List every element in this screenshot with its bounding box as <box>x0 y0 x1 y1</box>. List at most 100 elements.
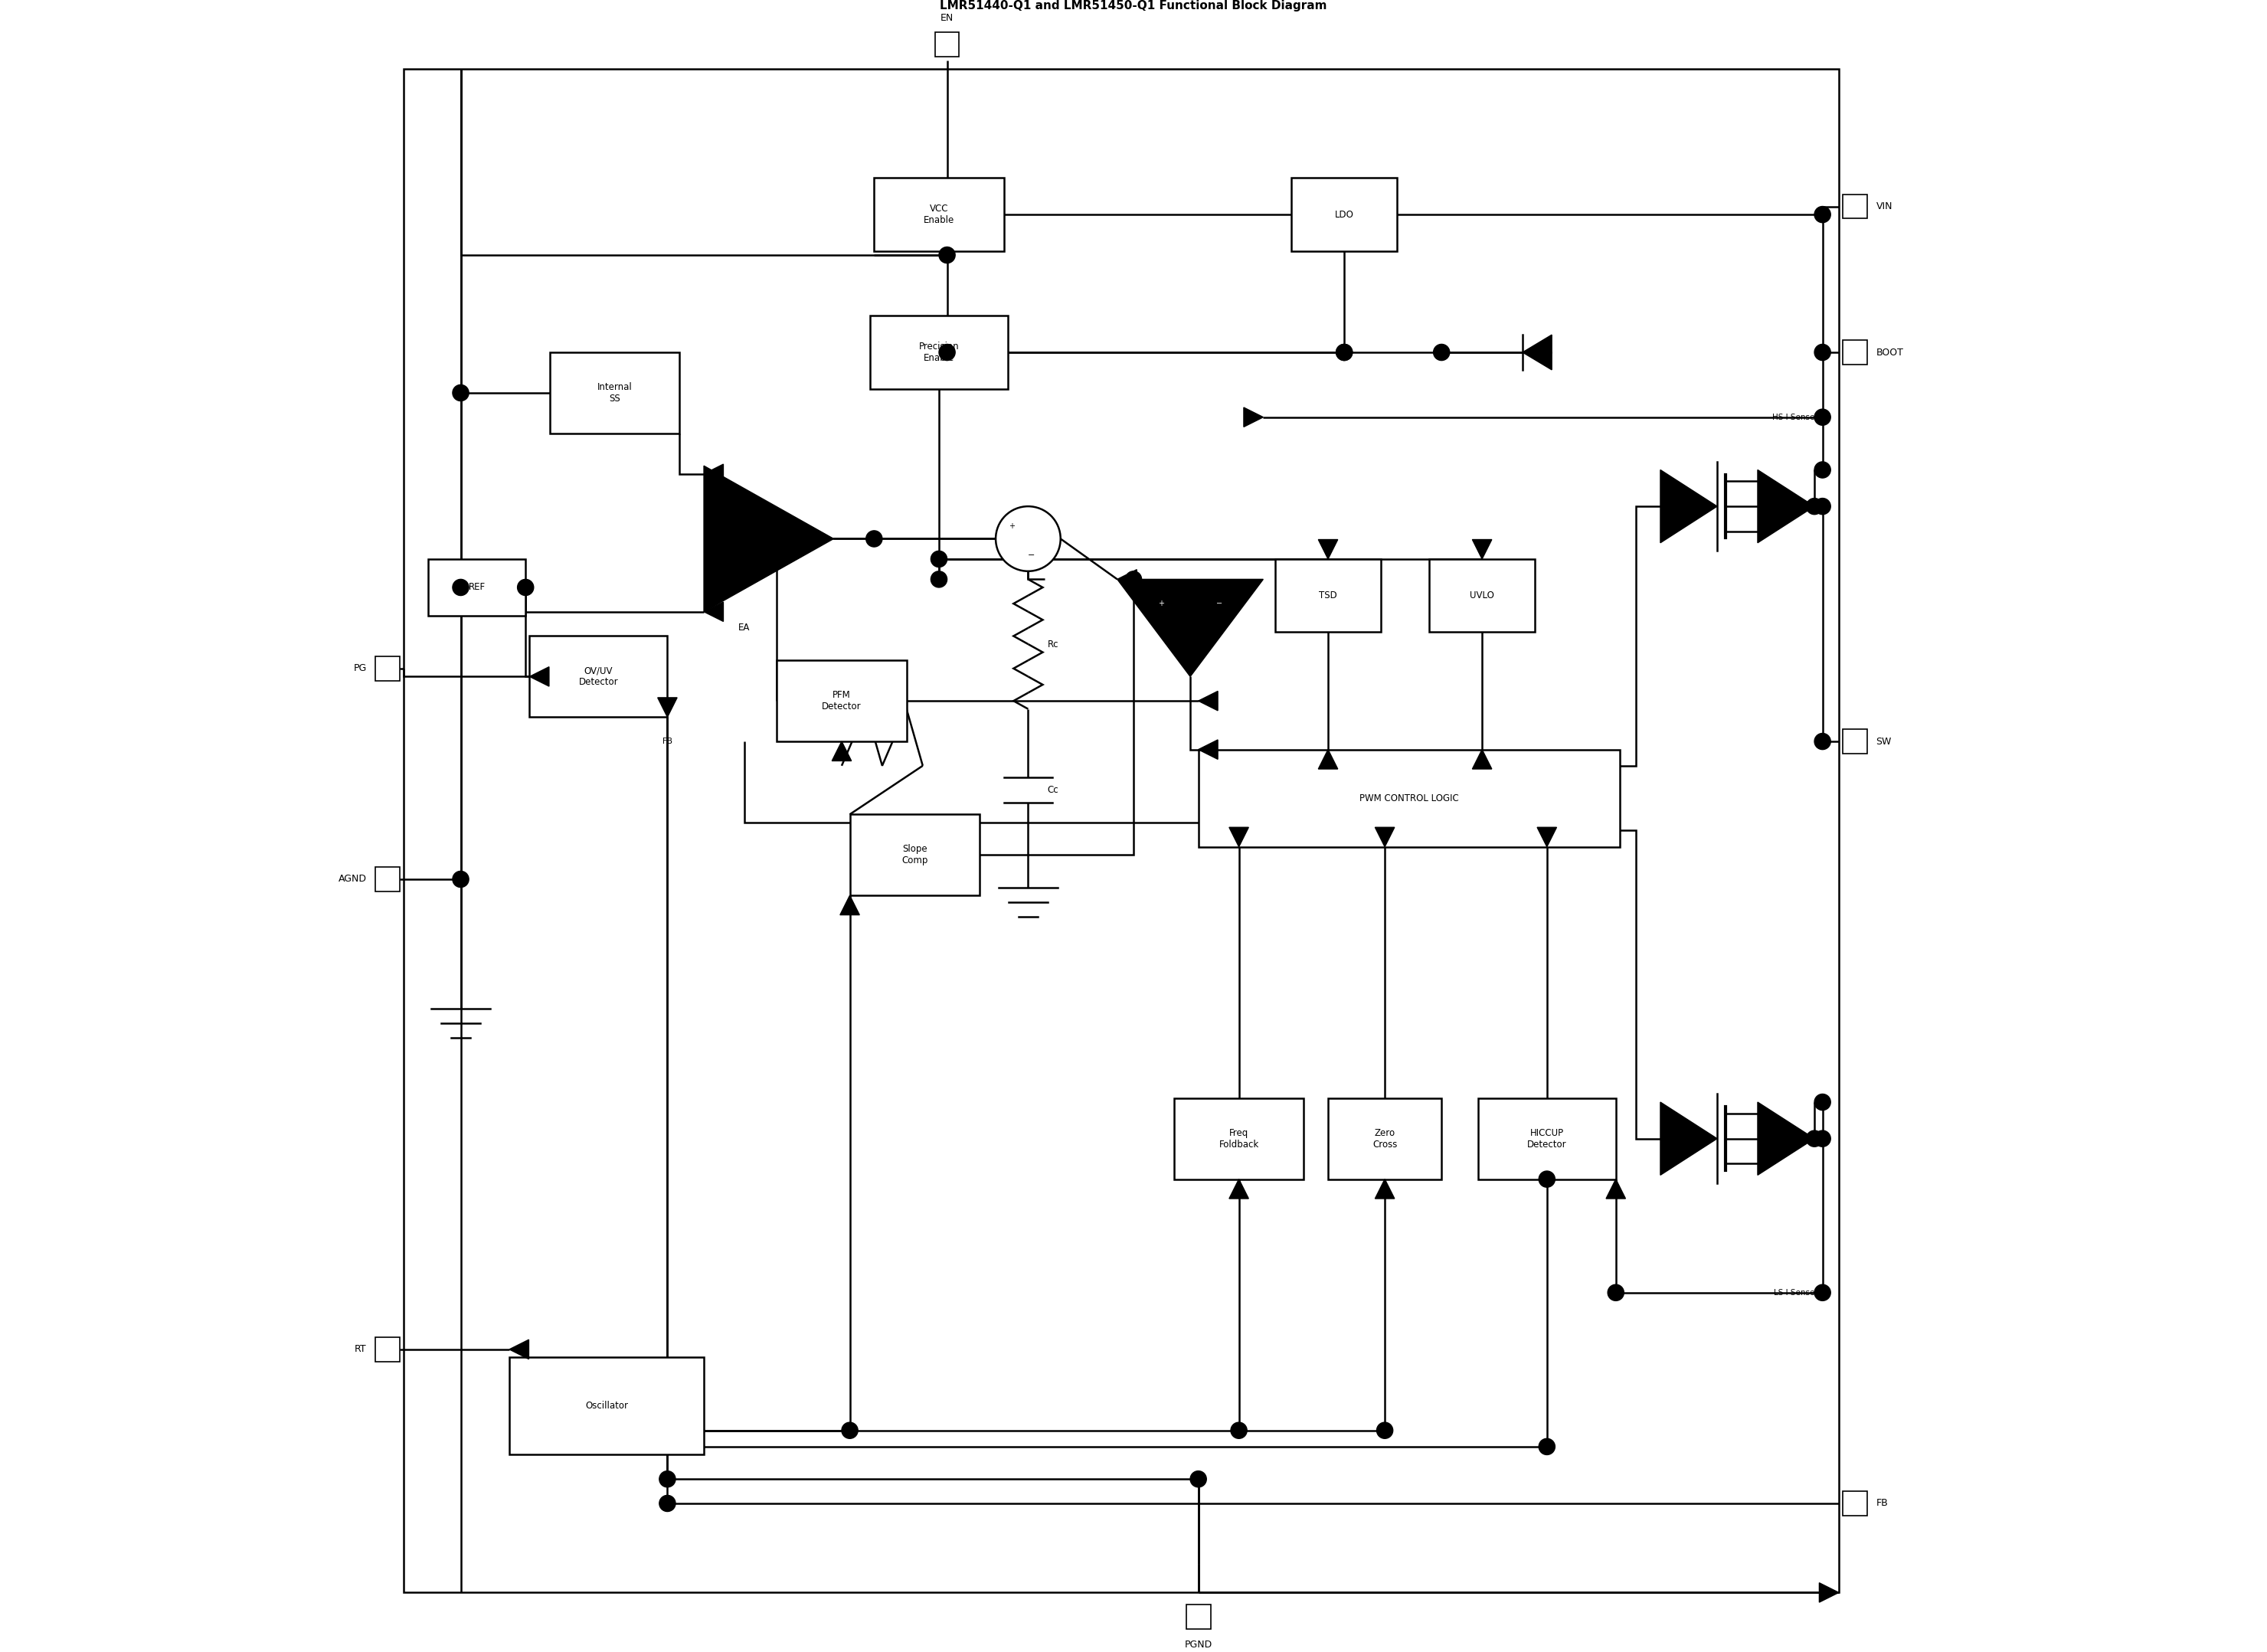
Text: FB: FB <box>662 737 673 745</box>
Text: SW: SW <box>1877 737 1891 747</box>
FancyBboxPatch shape <box>404 69 1839 1593</box>
FancyBboxPatch shape <box>934 31 959 56</box>
Polygon shape <box>1471 540 1492 558</box>
Text: TSD: TSD <box>1319 590 1338 600</box>
FancyBboxPatch shape <box>1292 178 1396 251</box>
Polygon shape <box>1376 828 1394 847</box>
Circle shape <box>1607 1285 1623 1300</box>
Polygon shape <box>703 464 723 484</box>
Text: LMR51440-Q1 and LMR51450-Q1 Functional Block Diagram: LMR51440-Q1 and LMR51450-Q1 Functional B… <box>941 0 1326 12</box>
Text: FB: FB <box>1877 1498 1888 1508</box>
Circle shape <box>1814 733 1832 750</box>
Circle shape <box>1539 1171 1555 1188</box>
Polygon shape <box>1659 1128 1680 1148</box>
Polygon shape <box>1319 750 1338 768</box>
Polygon shape <box>1659 1102 1716 1175</box>
FancyBboxPatch shape <box>1430 558 1535 633</box>
FancyBboxPatch shape <box>778 661 907 742</box>
Text: PGND: PGND <box>1183 1639 1213 1650</box>
Polygon shape <box>1319 540 1338 558</box>
Text: −: − <box>1027 552 1036 558</box>
FancyBboxPatch shape <box>875 178 1004 251</box>
Text: PG: PG <box>354 664 367 674</box>
FancyBboxPatch shape <box>850 814 979 895</box>
FancyBboxPatch shape <box>1186 1604 1211 1629</box>
FancyBboxPatch shape <box>510 1358 703 1455</box>
FancyBboxPatch shape <box>376 867 399 892</box>
Circle shape <box>932 550 948 567</box>
Circle shape <box>453 871 469 887</box>
Text: Rc: Rc <box>1047 639 1059 649</box>
Polygon shape <box>1229 1180 1249 1199</box>
Circle shape <box>1807 499 1823 514</box>
Text: Zero
Cross: Zero Cross <box>1372 1128 1396 1150</box>
Polygon shape <box>1199 691 1217 710</box>
FancyBboxPatch shape <box>376 1336 399 1361</box>
Circle shape <box>939 344 954 360</box>
Text: OV/UV
Detector: OV/UV Detector <box>578 666 619 687</box>
FancyBboxPatch shape <box>551 352 680 433</box>
Circle shape <box>1814 463 1832 477</box>
Polygon shape <box>1605 1180 1625 1199</box>
Text: Freq
Foldback: Freq Foldback <box>1220 1128 1258 1150</box>
Polygon shape <box>1757 469 1814 544</box>
Text: PFM
Detector: PFM Detector <box>823 691 861 712</box>
Circle shape <box>1814 206 1832 223</box>
Text: AGND: AGND <box>338 874 367 884</box>
Text: Oscillator: Oscillator <box>585 1401 628 1411</box>
Text: −: − <box>1217 600 1222 608</box>
Text: Cc: Cc <box>1047 785 1059 795</box>
Polygon shape <box>703 601 723 621</box>
Text: LDO: LDO <box>1335 210 1353 220</box>
Polygon shape <box>1471 750 1492 768</box>
Text: +: + <box>1158 600 1165 608</box>
Circle shape <box>1335 344 1353 360</box>
Text: BOOT: BOOT <box>1877 347 1904 357</box>
Polygon shape <box>1229 828 1249 847</box>
Polygon shape <box>1523 335 1553 370</box>
Circle shape <box>1124 572 1143 588</box>
Text: PWM CONTROL LOGIC: PWM CONTROL LOGIC <box>1360 793 1458 803</box>
Text: Internal
SS: Internal SS <box>596 382 632 403</box>
Polygon shape <box>657 697 678 717</box>
Polygon shape <box>832 742 852 762</box>
Polygon shape <box>1820 1583 1839 1602</box>
Polygon shape <box>1376 1180 1394 1199</box>
Circle shape <box>841 1422 857 1439</box>
Circle shape <box>1335 344 1353 360</box>
Circle shape <box>1814 1130 1832 1146</box>
Text: EA: EA <box>739 623 750 633</box>
Polygon shape <box>510 1340 528 1360</box>
Circle shape <box>1807 1130 1823 1146</box>
Polygon shape <box>703 466 834 611</box>
Circle shape <box>1433 344 1449 360</box>
Circle shape <box>1814 410 1832 425</box>
FancyBboxPatch shape <box>1276 558 1381 633</box>
Text: VCC
Enable: VCC Enable <box>923 203 954 225</box>
Polygon shape <box>841 895 859 915</box>
Circle shape <box>660 1470 676 1487</box>
Circle shape <box>660 1495 676 1512</box>
FancyBboxPatch shape <box>530 636 666 717</box>
Polygon shape <box>1659 497 1680 515</box>
Circle shape <box>453 385 469 401</box>
FancyBboxPatch shape <box>376 656 399 681</box>
Circle shape <box>453 580 469 595</box>
FancyBboxPatch shape <box>428 558 526 616</box>
Circle shape <box>769 530 784 547</box>
Text: HICCUP
Detector: HICCUP Detector <box>1528 1128 1566 1150</box>
FancyBboxPatch shape <box>1843 195 1868 218</box>
Text: HS I Sense: HS I Sense <box>1773 413 1814 421</box>
FancyBboxPatch shape <box>1328 1099 1442 1180</box>
Text: EN: EN <box>941 13 954 23</box>
Circle shape <box>1814 1094 1832 1110</box>
Polygon shape <box>1118 580 1263 677</box>
Text: VIN: VIN <box>1877 202 1893 211</box>
Polygon shape <box>1537 828 1557 847</box>
Circle shape <box>932 572 948 588</box>
Text: REF: REF <box>469 583 485 593</box>
Text: LS I Sense: LS I Sense <box>1773 1289 1814 1297</box>
Circle shape <box>517 580 533 595</box>
Text: UVLO: UVLO <box>1469 590 1494 600</box>
Circle shape <box>866 530 882 547</box>
